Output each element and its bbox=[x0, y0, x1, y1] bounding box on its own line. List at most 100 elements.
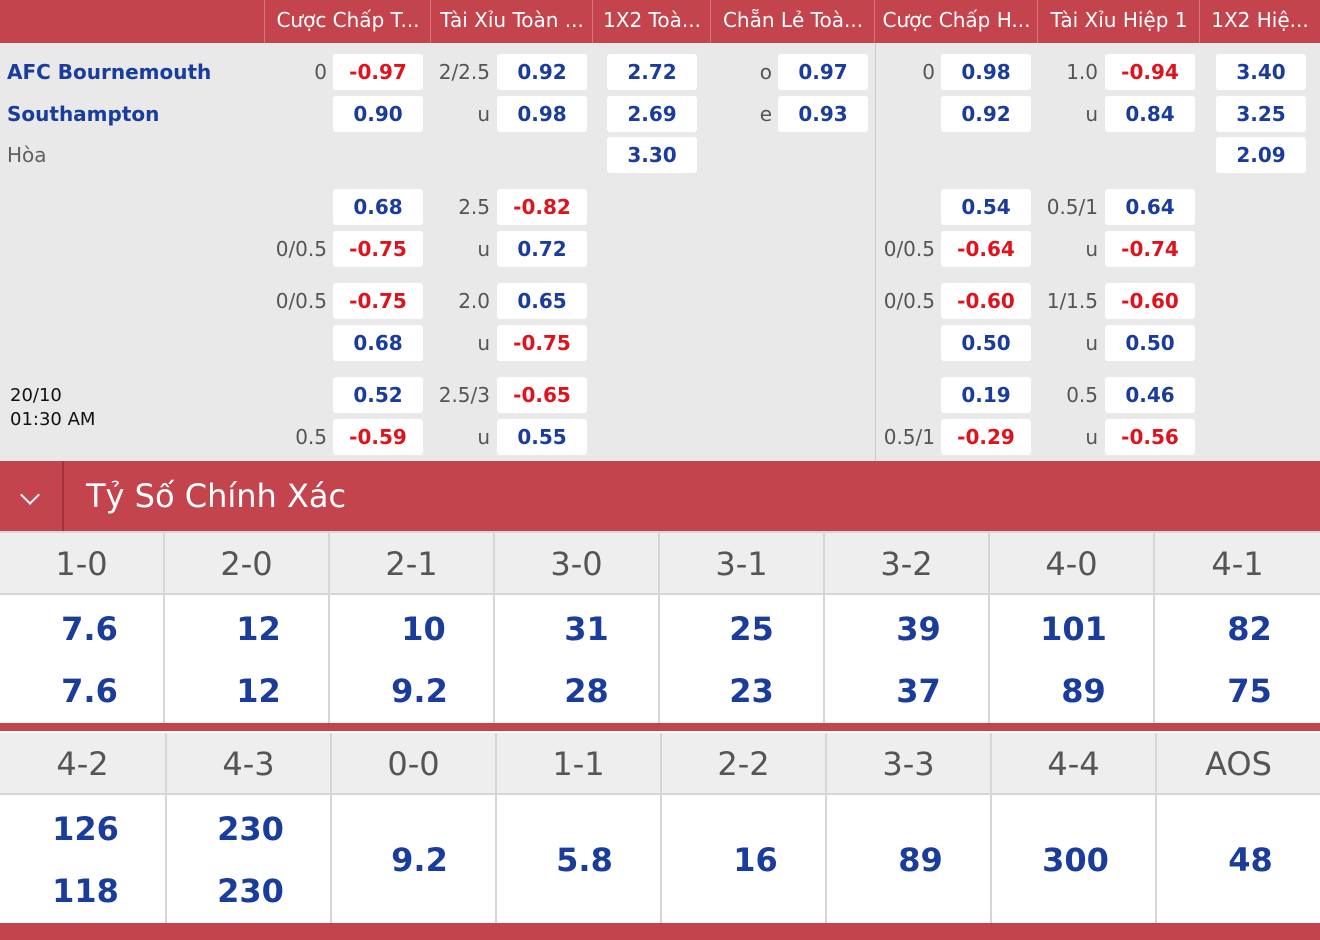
half-over-under-odds[interactable]: 0.64 bbox=[1105, 189, 1195, 225]
half-over-under-odds[interactable]: 0.84 bbox=[1105, 96, 1195, 132]
score-odds-cell[interactable]: 126 118 bbox=[0, 795, 167, 923]
score-header: 4-4 bbox=[992, 733, 1157, 795]
handicap-odds[interactable]: -0.75 bbox=[333, 231, 423, 267]
score-odds-cell[interactable]: 16 bbox=[662, 795, 827, 923]
score-odds-cell[interactable]: 48 bbox=[1157, 795, 1320, 923]
odd-even-odds[interactable]: 0.93 bbox=[778, 96, 868, 132]
score-odds-cell[interactable]: 31 28 bbox=[495, 595, 660, 723]
away-team-name: Southampton bbox=[7, 102, 160, 126]
score-header: 2-0 bbox=[165, 533, 330, 595]
half-over-under-line: 0.5 bbox=[1066, 383, 1098, 407]
over-under-odds[interactable]: 0.98 bbox=[497, 96, 587, 132]
score-odds-cell[interactable]: 7.6 7.6 bbox=[0, 595, 165, 723]
score-header: 1-0 bbox=[0, 533, 165, 595]
col-handicap-half[interactable]: Cược Chấp H... bbox=[882, 8, 1031, 32]
half-handicap-odds[interactable]: 0.54 bbox=[941, 189, 1031, 225]
half-1x2-odds[interactable]: 3.25 bbox=[1216, 96, 1306, 132]
score-odds-cell[interactable]: 101 89 bbox=[990, 595, 1155, 723]
score-odds-value: 23 bbox=[729, 672, 774, 710]
handicap-odds[interactable]: 0.52 bbox=[333, 377, 423, 413]
col-over-under-half[interactable]: Tài Xỉu Hiệp 1 bbox=[1050, 8, 1188, 32]
col-odd-even-full[interactable]: Chẵn Lẻ Toà... bbox=[722, 8, 864, 32]
half-over-under-odds[interactable]: -0.94 bbox=[1105, 54, 1195, 90]
table-divider bbox=[0, 593, 1320, 595]
col-1x2-half[interactable]: 1X2 Hiệ... bbox=[1211, 8, 1309, 32]
table-divider bbox=[0, 531, 1320, 533]
over-under-odds[interactable]: 0.65 bbox=[497, 283, 587, 319]
1x2-odds[interactable]: 2.72 bbox=[607, 54, 697, 90]
half-over-under-line: u bbox=[1085, 331, 1098, 355]
over-under-odds[interactable]: -0.82 bbox=[497, 189, 587, 225]
header-divider bbox=[592, 0, 593, 43]
score-odds-value: 126 bbox=[52, 810, 119, 848]
half-1x2-draw-odds[interactable]: 2.09 bbox=[1216, 137, 1306, 173]
handicap-odds[interactable]: 0.90 bbox=[333, 96, 423, 132]
half-handicap-odds[interactable]: -0.29 bbox=[941, 419, 1031, 455]
score-odds-value: 230 bbox=[217, 872, 284, 910]
half-over-under-odds[interactable]: -0.60 bbox=[1105, 283, 1195, 319]
over-under-odds[interactable]: -0.65 bbox=[497, 377, 587, 413]
score-odds-cell[interactable]: 9.2 bbox=[332, 795, 497, 923]
fulltime-halftime-divider bbox=[875, 43, 876, 461]
over-under-odds[interactable]: -0.75 bbox=[497, 325, 587, 361]
score-odds-value: 300 bbox=[1042, 841, 1109, 879]
score-odds-value: 7.6 bbox=[61, 610, 118, 648]
half-handicap-odds[interactable]: 0.50 bbox=[941, 325, 1031, 361]
half-over-under-line: u bbox=[1085, 425, 1098, 449]
half-handicap-odds[interactable]: -0.64 bbox=[941, 231, 1031, 267]
header-divider bbox=[264, 0, 265, 43]
half-handicap-line: 0/0.5 bbox=[883, 289, 935, 313]
match-time: 01:30 AM bbox=[10, 409, 96, 430]
score-odds-cell[interactable]: 39 37 bbox=[825, 595, 990, 723]
table-separator bbox=[0, 723, 1320, 731]
score-odds-value: 89 bbox=[1061, 672, 1106, 710]
over-under-odds[interactable]: 0.55 bbox=[497, 419, 587, 455]
half-over-under-odds[interactable]: -0.74 bbox=[1105, 231, 1195, 267]
handicap-odds[interactable]: 0.68 bbox=[333, 189, 423, 225]
half-over-under-odds[interactable]: 0.46 bbox=[1105, 377, 1195, 413]
score-odds-cell[interactable]: 5.8 bbox=[497, 795, 662, 923]
score-odds-value: 9.2 bbox=[391, 841, 448, 879]
half-handicap-odds[interactable]: 0.19 bbox=[941, 377, 1031, 413]
1x2-odds[interactable]: 2.69 bbox=[607, 96, 697, 132]
score-odds-cell[interactable]: 25 23 bbox=[660, 595, 825, 723]
collapse-toggle-button[interactable] bbox=[0, 461, 64, 531]
score-odds-value: 25 bbox=[729, 610, 774, 648]
over-under-line: u bbox=[477, 331, 490, 355]
score-odds-value: 118 bbox=[52, 872, 119, 910]
half-over-under-odds[interactable]: 0.50 bbox=[1105, 325, 1195, 361]
score-odds-cell[interactable]: 12 12 bbox=[165, 595, 330, 723]
score-header: 1-1 bbox=[497, 733, 662, 795]
half-over-under-odds[interactable]: -0.56 bbox=[1105, 419, 1195, 455]
col-1x2-full[interactable]: 1X2 Toà... bbox=[603, 8, 701, 32]
half-over-under-line: 1/1.5 bbox=[1046, 289, 1098, 313]
table-divider bbox=[0, 793, 1320, 795]
handicap-odds[interactable]: -0.97 bbox=[333, 54, 423, 90]
half-handicap-odds[interactable]: 0.92 bbox=[941, 96, 1031, 132]
score-odds-cell[interactable]: 89 bbox=[827, 795, 992, 923]
col-handicap-full[interactable]: Cược Chấp T... bbox=[276, 8, 420, 32]
score-header: 4-2 bbox=[0, 733, 167, 795]
score-odds-cell[interactable]: 10 9.2 bbox=[330, 595, 495, 723]
half-handicap-odds[interactable]: -0.60 bbox=[941, 283, 1031, 319]
score-odds-cell[interactable]: 300 bbox=[992, 795, 1157, 923]
1x2-draw-odds[interactable]: 3.30 bbox=[607, 137, 697, 173]
over-under-line: 2.0 bbox=[458, 289, 490, 313]
odd-even-odds[interactable]: 0.97 bbox=[778, 54, 868, 90]
score-odds-cell[interactable]: 82 75 bbox=[1155, 595, 1320, 723]
col-over-under-full[interactable]: Tài Xỉu Toàn ... bbox=[440, 8, 584, 32]
over-under-odds[interactable]: 0.72 bbox=[497, 231, 587, 267]
score-odds-cell[interactable]: 230 230 bbox=[167, 795, 332, 923]
handicap-odds[interactable]: -0.59 bbox=[333, 419, 423, 455]
over-under-odds[interactable]: 0.92 bbox=[497, 54, 587, 90]
score-header: 2-1 bbox=[330, 533, 495, 595]
half-handicap-odds[interactable]: 0.98 bbox=[941, 54, 1031, 90]
score-odds-value: 10 bbox=[401, 610, 446, 648]
score-odds-value: 230 bbox=[217, 810, 284, 848]
handicap-odds[interactable]: -0.75 bbox=[333, 283, 423, 319]
header-divider bbox=[430, 0, 431, 43]
score-header: 3-3 bbox=[827, 733, 992, 795]
handicap-odds[interactable]: 0.68 bbox=[333, 325, 423, 361]
half-1x2-odds[interactable]: 3.40 bbox=[1216, 54, 1306, 90]
over-under-line: 2.5 bbox=[458, 195, 490, 219]
